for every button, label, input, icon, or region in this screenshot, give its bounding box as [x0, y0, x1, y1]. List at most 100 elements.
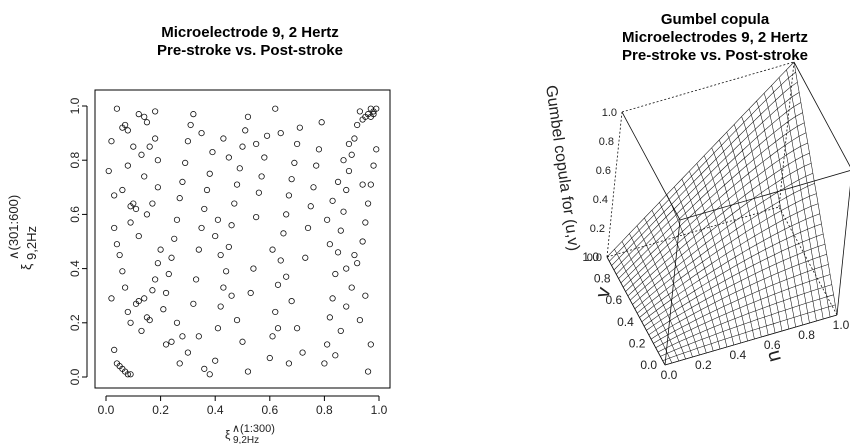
scatter-point [187, 121, 194, 129]
scatter-point [324, 341, 331, 348]
scatter-point [154, 260, 161, 267]
scatter-point [332, 352, 339, 359]
scatter-point [113, 105, 121, 112]
scatter-point [198, 130, 205, 137]
scatter-point [111, 192, 118, 199]
surface-box-edge [664, 219, 681, 366]
scatter-point [253, 140, 260, 148]
scatter-point [168, 254, 175, 261]
surface-z-tick-label: 1.0 [602, 107, 617, 119]
surface-tick-labels: 0.00.20.40.60.81.00.00.20.40.60.81.00.00… [582, 107, 849, 382]
scatter-plot-frame [94, 89, 391, 389]
scatter-y-tick-label: 0.6 [68, 206, 82, 223]
surface-mesh-line [664, 314, 838, 366]
scatter-point [152, 135, 159, 142]
scatter-point [176, 195, 183, 202]
surface-z-label-text: Gumbel copula for (u,v) [542, 84, 582, 252]
scatter-point [310, 184, 317, 191]
surface-u-tick-label: 1.0 [833, 318, 850, 332]
scatter-point [135, 298, 142, 305]
scatter-point [105, 167, 112, 175]
surface-mesh-line [651, 210, 707, 354]
scatter-point [203, 186, 211, 194]
surface-mesh-line [620, 122, 805, 284]
scatter-point [116, 251, 123, 259]
surface-mesh-line [641, 213, 820, 323]
surface-mesh-line [614, 249, 673, 364]
surface-v-tick-label: 0.6 [606, 293, 623, 307]
scatter-point [326, 314, 333, 321]
surface-mesh-line [630, 162, 812, 301]
scatter-plot: 0.0 0.2 0.4 0.6 0.8 1.0 0.0 0.2 0.4 0.6 0.8 1.0 ∧(… [6, 89, 391, 444]
scatter-point [127, 219, 134, 226]
scatter-point [277, 130, 284, 137]
surface-mesh-line [741, 116, 790, 330]
scatter-title-line1: Microelectrode 9, 2 Hertz [161, 24, 339, 41]
scatter-point [214, 216, 222, 223]
scatter-point [272, 308, 279, 316]
scatter-point [283, 273, 290, 280]
surface-mesh-line [653, 264, 829, 344]
surface-box-edge [621, 61, 795, 113]
scatter-point [192, 276, 200, 283]
surface-z-tick-label: 0.0 [587, 252, 602, 264]
surface-mesh-line [733, 124, 783, 332]
surface-u-tick-label: 0.6 [764, 338, 781, 352]
scatter-y-tick-label: 0.8 [68, 152, 82, 169]
surface-bounding-box [606, 61, 850, 366]
scatter-point [334, 178, 342, 185]
scatter-point [313, 162, 320, 169]
surface-mesh-line [748, 108, 796, 328]
scatter-x-tick-label: 0.2 [152, 403, 169, 417]
scatter-point [217, 303, 224, 310]
surface-mesh-line [662, 304, 836, 361]
scatter-title: Microelectrode 9, 2 Hertz Pre-stroke vs.… [60, 24, 440, 60]
scatter-y-tick-label: 0.0 [68, 368, 82, 385]
scatter-point [239, 143, 246, 150]
surface-mesh-line [763, 93, 810, 324]
surface-z-tick-label: 0.8 [599, 136, 614, 148]
scatter-point [198, 224, 205, 232]
surface-plot: 0.00.20.40.60.81.00.00.20.40.60.81.00.00… [542, 61, 850, 382]
scatter-y-tick-label: 0.2 [68, 314, 82, 331]
surface-mesh-line [606, 256, 666, 366]
scatter-point [212, 357, 219, 364]
surface-z-tick-label: 0.2 [590, 223, 605, 235]
scatter-point [261, 154, 268, 161]
surface-mesh-line [711, 147, 762, 338]
surface-v-tick-label: 0.4 [617, 315, 634, 329]
surface-mesh-line [689, 171, 741, 344]
scatter-point [206, 170, 213, 177]
surface-mesh-line [666, 194, 721, 350]
scatter-point [293, 140, 301, 148]
scatter-point [146, 143, 153, 150]
surface-mesh-line [696, 163, 748, 342]
surface-mesh-line [650, 254, 827, 340]
surface-mesh-line [613, 92, 800, 271]
scatter-point [149, 287, 156, 294]
scatter-point [236, 165, 243, 172]
surface-mesh-line [681, 178, 735, 346]
scatter-point [359, 116, 366, 123]
scatter-point [141, 295, 148, 302]
scatter-point [143, 119, 151, 126]
scatter-point [122, 121, 129, 129]
scatter-point [122, 284, 129, 291]
scatter-point [288, 298, 295, 305]
scatter-point [220, 135, 227, 142]
scatter-point [233, 181, 241, 188]
surface-mesh-line [621, 241, 680, 362]
surface-box-edge [606, 111, 623, 258]
scatter-point [168, 338, 175, 345]
surface-mesh-line [609, 71, 796, 262]
scatter-point [184, 349, 191, 356]
surface-mesh-line [616, 102, 802, 275]
scatter-point [138, 327, 145, 335]
scatter-point [242, 127, 249, 134]
surface-v-tick-label: 1.0 [582, 250, 599, 264]
scatter-point [324, 216, 331, 223]
scatter-y-label-main: ξ [18, 264, 34, 270]
surface-mesh-line [637, 193, 817, 314]
scatter-point [228, 292, 235, 299]
